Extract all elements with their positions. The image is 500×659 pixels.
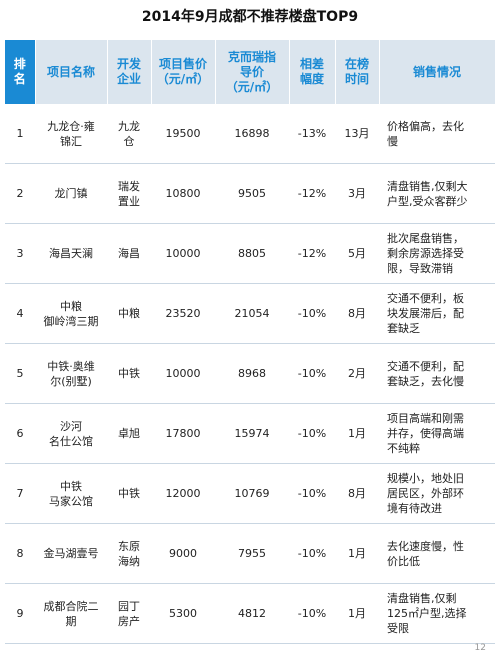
table-cell: 10800 (151, 163, 215, 224)
table-cell: 8805 (215, 223, 289, 284)
table-row: 4 中粮 御岭湾三期 中粮 23520 21054 -10% 8月 交通不便利，板 块发展滞后… (5, 283, 495, 344)
table-cell: 4812 (215, 583, 289, 644)
table-cell: 中粮 (107, 283, 151, 344)
table-cell: 21054 (215, 283, 289, 344)
table-cell: 2月 (335, 343, 379, 404)
table-cell: 交通不便利，配 套缺乏，去化慢 (379, 343, 495, 404)
table-cell: 去化速度慢，性 价比低 (379, 523, 495, 584)
header-cell: 排 名 (5, 40, 36, 104)
table-cell: 9 (5, 583, 35, 644)
header-cell: 开发 企业 (107, 40, 152, 104)
table-cell: 瑞发 置业 (107, 163, 151, 224)
table-cell: 卓旭 (107, 403, 151, 464)
table-cell: -10% (289, 523, 335, 584)
table-cell: 6 (5, 403, 35, 464)
title: 2014年9月成都不推荐楼盘TOP9 (141, 9, 359, 25)
table-row: 1 九龙仓·雍 锦汇 九龙 仓 19500 16898 -13% 13月 价格偏高，去化 慢 (5, 104, 495, 164)
table-row: 5 中铁·奥维 尔(别墅) 中铁 10000 8968 -10% 2月 交通不便利，配 套缺乏… (5, 343, 495, 404)
table-cell: 中铁·奥维 尔(别墅) (35, 343, 107, 404)
table-cell: 9000 (151, 523, 215, 584)
table-row: 3 海昌天澜 海昌 10000 8805 -12% 5月 批次尾盘销售， 剩余房源选择受 限，… (5, 223, 495, 284)
table-cell: 价格偏高，去化 慢 (379, 104, 495, 164)
table-cell: 1月 (335, 523, 379, 584)
table: 排 名项目名称 开发 企业 项目售价 （元/㎡） 克而瑞指 导价 （元/㎡） 相差 幅度… (5, 40, 496, 644)
table-cell: 5 (5, 343, 35, 404)
table-cell: 4 (5, 283, 35, 344)
table-cell: 3月 (335, 163, 379, 224)
table-cell: 16898 (215, 104, 289, 164)
table-cell: 7955 (215, 523, 289, 584)
table-cell: 九龙 仓 (107, 104, 151, 164)
table-cell: -10% (289, 463, 335, 524)
table-cell: 交通不便利，板 块发展滞后，配 套缺乏 (379, 283, 495, 344)
header-cell: 克而瑞指 导价 （元/㎡） (215, 40, 290, 104)
table-cell: 8月 (335, 283, 379, 344)
header-cell: 项目售价 （元/㎡） (151, 40, 216, 104)
table-cell: 龙门镇 (35, 163, 107, 224)
table-cell: 批次尾盘销售， 剩余房源选择受 限，导致滞销 (379, 223, 495, 284)
table-cell: 5300 (151, 583, 215, 644)
page-number: 12 (474, 643, 486, 653)
table-cell: 19500 (151, 104, 215, 164)
header-cell: 销售情况 (379, 40, 496, 104)
table-cell: 5月 (335, 223, 379, 284)
table-cell: 8 (5, 523, 35, 584)
table-cell: 中铁 (107, 343, 151, 404)
table-row: 9 成都合院二 期园丁 房产 5300 4812 -10% 1月 清盘销售,仅剩 125㎡户… (5, 583, 495, 644)
table-cell: 清盘销售,仅剩 125㎡户型,选择 受限 (379, 583, 495, 644)
table-cell: 8月 (335, 463, 379, 524)
table-cell: -10% (289, 343, 335, 404)
table-row: 6 沙河 名仕公馆 卓旭 17800 15974 -10% 1月 项目高端和刚需 并存，使得高… (5, 403, 495, 464)
table-cell: -13% (289, 104, 335, 164)
table-cell: 23520 (151, 283, 215, 344)
table-cell: 成都合院二 期 (35, 583, 107, 644)
header-row: 排 名项目名称 开发 企业 项目售价 （元/㎡） 克而瑞指 导价 （元/㎡） 相差 幅度… (5, 40, 496, 104)
table-cell: 2 (5, 163, 35, 224)
table-row: 2 龙门镇 瑞发 置业 10800 9505 -12% 3月 清盘销售,仅剩大 户型,受众客群… (5, 163, 495, 224)
table-cell: -10% (289, 283, 335, 344)
table-cell: 1 (5, 104, 35, 164)
table-cell: 10000 (151, 343, 215, 404)
table-cell: 12000 (151, 463, 215, 524)
table-cell: 园丁 房产 (107, 583, 151, 644)
table-cell: 沙河 名仕公馆 (35, 403, 107, 464)
table-cell: -12% (289, 223, 335, 284)
table-cell: 东原 海纳 (107, 523, 151, 584)
table-cell: 10769 (215, 463, 289, 524)
table-cell: 中铁 马家公馆 (35, 463, 107, 524)
header-cell: 相差 幅度 (289, 40, 336, 104)
table-cell: 中粮 御岭湾三期 (35, 283, 107, 344)
table-cell: -12% (289, 163, 335, 224)
table-cell: 9505 (215, 163, 289, 224)
table-cell: 中铁 (107, 463, 151, 524)
table-row: 7 中铁 马家公馆 中铁 12000 10769 -10% 8月 规模小，地处旧 居民区，外部… (5, 463, 495, 524)
table-cell: 17800 (151, 403, 215, 464)
table-cell: 项目高端和刚需 并存，使得高端 不纯粹 (379, 403, 495, 464)
table-cell: 海昌天澜 (35, 223, 107, 284)
table-cell: 金马湖壹号 (35, 523, 107, 584)
table-cell: 1月 (335, 583, 379, 644)
table-cell: 九龙仓·雍 锦汇 (35, 104, 107, 164)
header-cell: 项目名称 (35, 40, 108, 104)
table-cell: 8968 (215, 343, 289, 404)
table-row: 8 金马湖壹号 东原 海纳 9000 7955 -10% 1月 去化速度慢，性 价比低 (5, 523, 495, 584)
table-cell: 3 (5, 223, 35, 284)
table-cell: 15974 (215, 403, 289, 464)
table-cell: 海昌 (107, 223, 151, 284)
table-cell: 规模小，地处旧 居民区，外部环 境有待改进 (379, 463, 495, 524)
table-cell: 7 (5, 463, 35, 524)
table-cell: -10% (289, 583, 335, 644)
table-cell: 1月 (335, 403, 379, 464)
table-cell: 清盘销售,仅剩大 户型,受众客群少 (379, 163, 495, 224)
header-cell: 在榜 时间 (335, 40, 380, 104)
table-cell: -10% (289, 403, 335, 464)
table-cell: 13月 (335, 104, 379, 164)
table-cell: 10000 (151, 223, 215, 284)
